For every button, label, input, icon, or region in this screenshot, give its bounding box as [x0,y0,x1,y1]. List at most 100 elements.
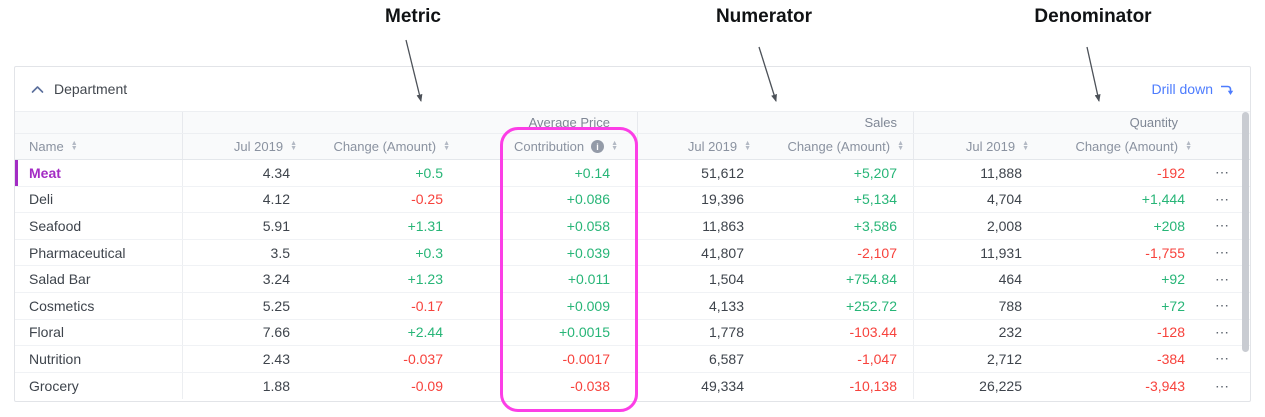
row-name-cell[interactable]: Grocery [29,378,79,395]
table-row: Meat 4.34 +0.5 +0.14 51,612 +5,207 11,88… [15,160,1250,187]
column-header-avg-price-jul-2019[interactable]: Jul 2019 [182,134,310,159]
row-name-cell[interactable]: Seafood [29,217,82,234]
quantity-change-cell: +72 [1161,297,1185,314]
department-panel: Department Drill down Average Price Sale… [14,66,1251,402]
sort-icon [744,142,751,151]
quantity-jul-cell: 464 [913,266,1060,292]
quantity-jul-cell: 11,888 [913,160,1060,186]
sales-change-cell: +252.72 [846,297,897,314]
contribution-cell: +0.009 [566,297,610,314]
column-header-contribution[interactable]: Contribution i [465,134,637,159]
table-row: Floral 7.66 +2.44 +0.0015 1,778 -103.44 … [15,319,1250,347]
column-header-sales-jul-2019[interactable]: Jul 2019 [637,134,780,159]
drill-down-label: Drill down [1151,81,1213,97]
contribution-cell: +0.14 [574,164,610,181]
panel-title: Department [54,81,128,97]
column-header-name[interactable]: Name [15,134,182,159]
avg-price-change-cell: -0.09 [411,378,443,395]
row-name-cell[interactable]: Nutrition [29,350,82,367]
vertical-scrollbar-thumb[interactable] [1242,112,1249,352]
quantity-change-cell: +1,444 [1141,191,1185,208]
group-header-sales: Sales [637,112,913,133]
panel-header: Department Drill down [15,67,1250,111]
avg-price-change-cell: -0.17 [411,297,443,314]
quantity-change-cell: -384 [1156,350,1185,367]
sales-change-cell: +5,134 [853,191,897,208]
avg-price-change-cell: +2.44 [407,324,443,341]
sort-icon [1185,142,1192,151]
quantity-change-cell: +208 [1153,217,1185,234]
department-table: Average Price Sales Quantity Name Jul 20… [15,111,1250,400]
row-name-cell[interactable]: Salad Bar [29,271,91,288]
table-body: Meat 4.34 +0.5 +0.14 51,612 +5,207 11,88… [15,160,1250,400]
chevron-up-icon [31,85,44,93]
ellipsis-menu-icon: ⋯ [1215,190,1230,207]
group-header-quantity: Quantity [913,112,1250,133]
quantity-change-cell: -1,755 [1145,244,1185,261]
sales-jul-cell: 41,807 [637,239,780,266]
row-menu-button[interactable]: ⋯ [1195,240,1250,266]
row-menu-button[interactable]: ⋯ [1195,213,1250,239]
drill-down-button[interactable]: Drill down [1152,81,1234,97]
avg-price-change-cell: +1.31 [407,217,443,234]
quantity-jul-cell: 2,712 [913,346,1060,372]
row-menu-button[interactable]: ⋯ [1195,346,1250,372]
quantity-change-cell: -3,943 [1145,378,1185,395]
sales-change-cell: -103.44 [849,324,897,341]
row-menu-button[interactable]: ⋯ [1195,373,1250,400]
sales-change-cell: -1,047 [857,350,897,367]
row-menu-button[interactable]: ⋯ [1195,187,1250,213]
quantity-jul-cell: 11,931 [913,239,1060,266]
quantity-change-cell: +92 [1161,271,1185,288]
sales-change-cell: +5,207 [853,164,897,181]
sales-jul-cell: 6,587 [637,346,780,372]
contribution-cell: +0.0015 [559,324,610,341]
row-menu-button[interactable]: ⋯ [1195,320,1250,346]
contribution-cell: +0.011 [567,271,610,288]
row-menu-button[interactable]: ⋯ [1195,266,1250,292]
column-header-quantity-change[interactable]: Change (Amount) [1060,134,1195,159]
row-name-cell[interactable]: Floral [29,324,65,341]
quantity-jul-cell: 26,225 [913,372,1060,400]
numerator-annotation-label: Numerator [715,6,813,27]
ellipsis-menu-icon: ⋯ [1215,323,1230,340]
row-name-cell[interactable]: Meat [29,164,61,181]
contribution-cell: -0.0017 [562,350,610,367]
sales-jul-cell: 49,334 [637,372,780,400]
sort-icon [611,142,618,151]
sort-icon [443,142,450,151]
drill-down-arrow-icon [1221,85,1234,95]
table-row: Deli 4.12 -0.25 +0.086 19,396 +5,134 4,7… [15,186,1250,214]
avg-price-change-cell: +0.5 [415,164,443,181]
group-header-average-price: Average Price [182,112,637,133]
contribution-cell: +0.058 [566,217,610,234]
sort-icon [1022,142,1029,151]
row-name-cell[interactable]: Pharmaceutical [29,244,126,261]
sales-jul-cell: 1,778 [637,319,780,346]
table-row: Pharmaceutical 3.5 +0.3 +0.039 41,807 -2… [15,239,1250,267]
column-header-avg-price-change[interactable]: Change (Amount) [310,134,465,159]
sales-jul-cell: 19,396 [637,186,780,213]
row-name-cell[interactable]: Cosmetics [29,297,95,314]
table-row: Nutrition 2.43 -0.037 -0.0017 6,587 -1,0… [15,346,1250,373]
sales-jul-cell: 4,133 [637,292,780,319]
column-header-quantity-jul-2019[interactable]: Jul 2019 [913,134,1060,159]
collapse-section-button[interactable]: Department [31,81,127,97]
avg-price-change-cell: +1.23 [407,271,443,288]
avg-price-change-cell: -0.037 [403,350,443,367]
column-header-sales-change[interactable]: Change (Amount) [780,134,913,159]
sort-icon [897,142,904,151]
ellipsis-menu-icon: ⋯ [1215,164,1230,181]
contribution-cell: +0.039 [566,244,610,261]
avg-price-change-cell: -0.25 [411,191,443,208]
row-name-cell[interactable]: Deli [29,191,54,208]
info-icon[interactable]: i [591,140,605,153]
quantity-jul-cell: 232 [913,319,1060,346]
table-row: Salad Bar 3.24 +1.23 +0.011 1,504 +754.8… [15,266,1250,293]
row-menu-button[interactable]: ⋯ [1195,293,1250,319]
quantity-jul-cell: 788 [913,292,1060,319]
avg-price-change-cell: +0.3 [415,244,443,261]
row-menu-button[interactable]: ⋯ [1195,160,1250,186]
avg-price-jul-cell: 2.43 [182,346,310,372]
quantity-jul-cell: 4,704 [913,186,1060,213]
